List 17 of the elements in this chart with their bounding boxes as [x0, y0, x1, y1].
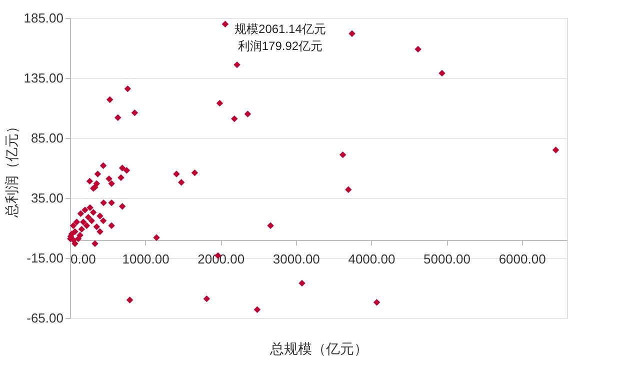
y-axis-title: 总利润（亿元）	[4, 120, 20, 218]
x-tick-label: 2000.00	[198, 252, 245, 266]
x-tick-label: 4000.00	[348, 252, 396, 266]
x-tick-label: 6000.00	[498, 252, 546, 266]
y-tick-label: -65.00	[26, 310, 64, 326]
y-tick-label: -15.00	[26, 250, 64, 266]
x-tick-label: 0.00	[70, 252, 96, 266]
y-tick-label: 185.00	[24, 10, 64, 26]
x-tick-label: 1000.00	[122, 252, 170, 266]
x-axis-title: 总规模（亿元）	[269, 340, 368, 356]
x-tick-label: 3000.00	[272, 252, 320, 266]
annotation: 规模2061.14亿元	[234, 22, 326, 36]
y-tick-label: 35.00	[30, 190, 64, 206]
y-tick-label: 85.00	[30, 130, 64, 146]
annotation: 利润179.92亿元	[238, 39, 323, 54]
y-tick-label: 135.00	[24, 70, 64, 86]
x-tick-label: 5000.00	[424, 252, 471, 266]
